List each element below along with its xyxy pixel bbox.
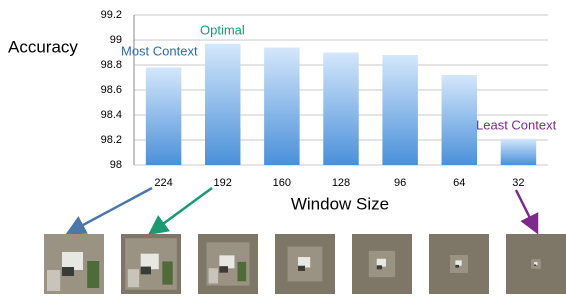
y-tick-label: 99.2 xyxy=(101,9,122,21)
chart: 9898.298.498.698.89999.22241921601289664… xyxy=(0,0,566,296)
trees xyxy=(238,262,247,281)
shadow xyxy=(62,267,74,276)
x-tick-label: 192 xyxy=(214,177,232,189)
bar xyxy=(323,53,358,166)
bar xyxy=(382,55,417,165)
annotation: Most Context xyxy=(121,43,198,58)
shadow xyxy=(534,264,536,265)
shadow xyxy=(455,265,459,268)
bar xyxy=(205,44,240,165)
bar xyxy=(264,48,299,166)
x-tick-label: 96 xyxy=(394,177,406,189)
shadow xyxy=(298,266,305,271)
y-tick-label: 98.4 xyxy=(101,109,122,121)
bar xyxy=(442,75,477,165)
trees xyxy=(87,261,99,288)
y-tick-label: 98 xyxy=(110,159,122,171)
shadow xyxy=(141,267,151,275)
arrow xyxy=(70,188,152,232)
x-tick-label: 160 xyxy=(273,177,291,189)
annotation: Optimal xyxy=(200,22,245,37)
arrow xyxy=(152,188,212,232)
y-axis-label: Accuracy xyxy=(8,37,78,56)
house xyxy=(209,268,219,283)
x-tick-label: 32 xyxy=(512,177,524,189)
y-tick-label: 98.2 xyxy=(101,134,122,146)
bar xyxy=(501,139,536,165)
annotation: Least Context xyxy=(476,117,557,132)
trees xyxy=(162,261,172,284)
y-tick-label: 98.6 xyxy=(101,84,122,96)
y-tick-label: 98.8 xyxy=(101,59,122,71)
arrow xyxy=(516,190,536,230)
x-tick-label: 64 xyxy=(453,177,465,189)
house xyxy=(47,270,60,291)
shadow xyxy=(219,266,228,272)
bar xyxy=(146,68,181,166)
x-tick-label: 224 xyxy=(154,177,172,189)
shadow xyxy=(377,265,382,269)
x-tick-label: 128 xyxy=(332,177,350,189)
house xyxy=(128,269,139,287)
x-axis-label: Window Size xyxy=(291,194,389,213)
